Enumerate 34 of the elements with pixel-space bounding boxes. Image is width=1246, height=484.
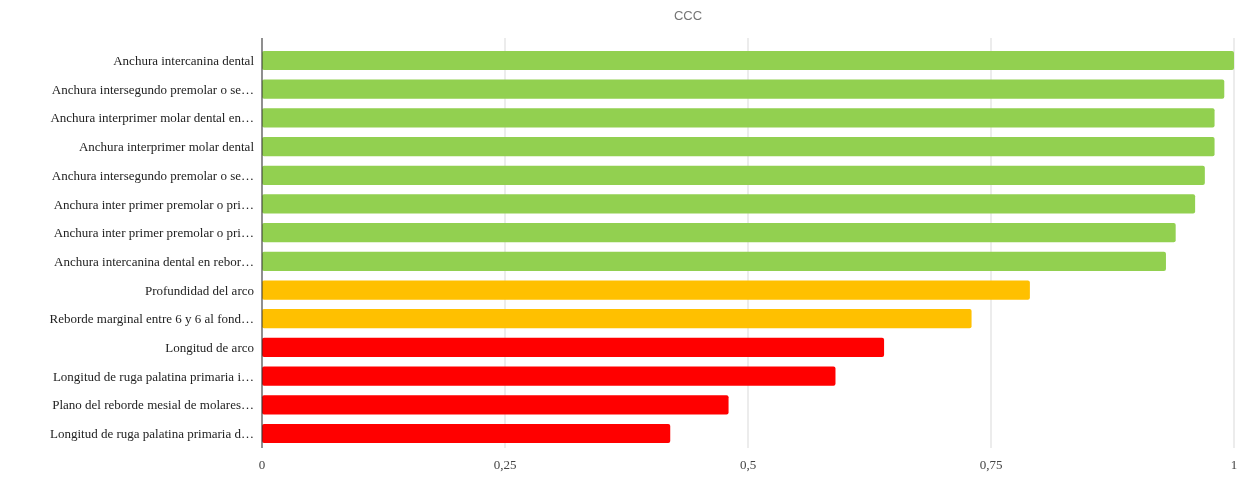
y-tick-label: Anchura interprimer molar dental en… [50,110,254,126]
y-tick-label: Longitud de ruga palatina primaria i… [52,368,254,384]
bar [262,309,972,329]
x-tick-label: 0,5 [739,457,757,472]
bar [262,194,1196,214]
y-tick-label: Anchura intercanina dental [113,53,255,69]
bar [262,108,1215,128]
y-tick-label: Anchura intercanina dental en rebor… [54,253,254,269]
x-tick-label: 0,75 [979,457,1003,472]
chart-title: CCC [673,8,703,23]
x-tick-label: 0 [258,457,266,472]
y-tick-label: Anchura inter primer premolar o pri… [53,196,254,212]
y-tick-label: Anchura intersegundo premolar o se… [51,81,254,97]
bar [262,280,1030,300]
y-tick-label: Anchura intersegundo premolar o se… [51,167,254,183]
y-tick-label: Reborde marginal entre 6 y 6 al fond… [49,311,254,327]
bar [262,337,885,358]
bar [262,366,836,386]
y-tick-label: Longitud de ruga palatina primaria d… [50,426,254,442]
y-tick-label: Longitud de arco [165,339,254,355]
bar [262,79,1225,99]
y-tick-label: Anchura inter primer premolar o pri… [53,225,254,241]
y-tick-label: Profundidad del arco [144,282,254,298]
bar [262,223,1176,243]
x-tick-label: 1 [1230,457,1238,472]
y-tick-label: Anchura interprimer molar dental [78,139,255,155]
bar [262,136,1215,157]
bar [262,50,1234,71]
bar [262,423,671,444]
y-tick-label: Plano del reborde mesial de molares… [52,397,254,413]
x-tick-label: 0,25 [493,457,517,472]
bar [262,395,729,415]
bar [262,165,1205,185]
bar [262,251,1166,271]
